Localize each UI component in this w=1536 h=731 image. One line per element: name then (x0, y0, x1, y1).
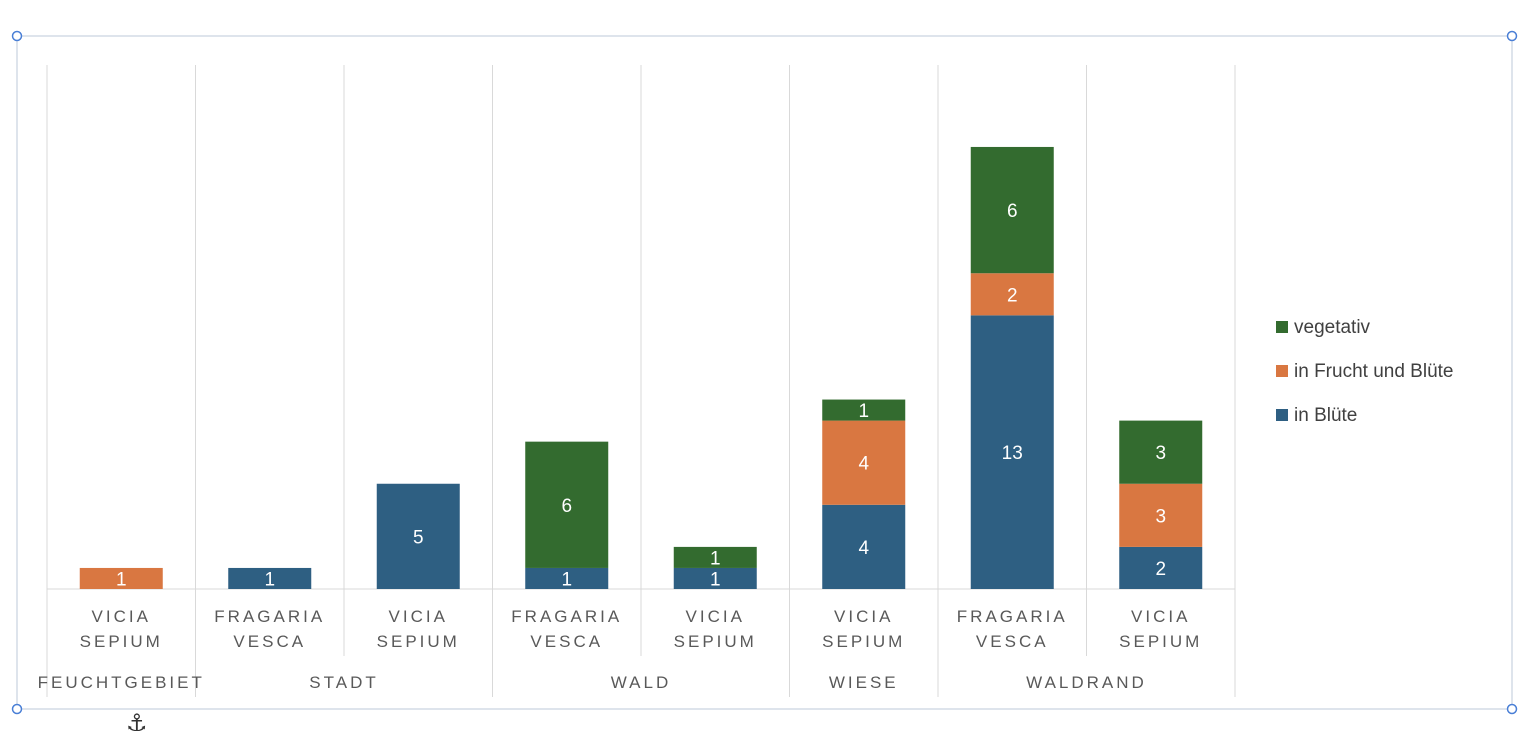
category-label: VICIA (92, 607, 151, 626)
data-label: 1 (710, 569, 721, 590)
data-label: 2 (1155, 559, 1166, 580)
bar-segment[interactable] (970, 315, 1054, 589)
data-label: 1 (264, 569, 275, 590)
category-label: VESCA (233, 632, 306, 651)
category-label: SEPIUM (674, 632, 757, 651)
legend-entry[interactable]: vegetativ (1294, 317, 1371, 338)
category-label: SEPIUM (1119, 632, 1202, 651)
bar-segment[interactable] (822, 399, 906, 421)
bar-segment[interactable] (79, 567, 163, 589)
legend-swatch (1276, 321, 1288, 333)
group-label: WALD (611, 673, 672, 692)
legend-swatch (1276, 409, 1288, 421)
data-label: 2 (1007, 285, 1018, 306)
resize-handle-bottom-left[interactable] (11, 703, 23, 715)
bar-segment[interactable] (822, 504, 906, 589)
bar-segment[interactable] (1119, 420, 1203, 484)
category-label: VESCA (976, 632, 1049, 651)
category-label: SEPIUM (822, 632, 905, 651)
group-label: WALDRAND (1026, 673, 1147, 692)
resize-handle-top-right[interactable] (1506, 30, 1518, 42)
bar-segment[interactable] (1119, 546, 1203, 589)
axis-labels: VICIA SEPIUM FEUCHTGEBIET FRAGARIA VESCA VICI… (38, 607, 1202, 692)
legend[interactable]: vegetativ in Frucht und Blüte in Blüte (1276, 317, 1453, 426)
grid-lines (46, 65, 1236, 697)
category-label: VICIA (834, 607, 893, 626)
category-label: VICIA (1131, 607, 1190, 626)
legend-swatch (1276, 365, 1288, 377)
bar-segment[interactable] (525, 567, 609, 589)
group-label: WIESE (829, 673, 899, 692)
data-label: 5 (413, 527, 424, 548)
data-label: 1 (858, 401, 869, 422)
bar-segment[interactable] (525, 441, 609, 568)
data-label: 3 (1155, 443, 1166, 464)
category-label: VESCA (530, 632, 603, 651)
category-label: SEPIUM (377, 632, 460, 651)
resize-handle-top-left[interactable] (11, 30, 23, 42)
category-label: FRAGARIA (957, 607, 1068, 626)
bar-segment[interactable] (673, 546, 757, 568)
data-label: 1 (116, 569, 127, 590)
resize-handle-bottom-right[interactable] (1506, 703, 1518, 715)
anchor-icon: ⚓ (126, 710, 148, 731)
group-label: STADT (309, 673, 378, 692)
bar-segment[interactable] (970, 146, 1054, 274)
data-label: 1 (710, 548, 721, 569)
chart-selection-frame (16, 35, 1513, 710)
bar-segment[interactable] (822, 420, 906, 505)
category-label: FRAGARIA (511, 607, 622, 626)
group-label: FEUCHTGEBIET (38, 673, 205, 692)
data-label: 4 (858, 454, 869, 475)
data-label: 4 (858, 538, 869, 559)
category-label: FRAGARIA (214, 607, 325, 626)
legend-entry[interactable]: in Blüte (1294, 405, 1357, 426)
bar-segment[interactable] (228, 567, 312, 589)
bar-segment[interactable] (376, 483, 460, 589)
category-label: SEPIUM (80, 632, 163, 651)
bar-segment[interactable] (673, 567, 757, 589)
data-label: 3 (1155, 506, 1166, 527)
data-label: 6 (1007, 201, 1018, 222)
data-label: 13 (1002, 443, 1023, 464)
data-label: 6 (561, 496, 572, 517)
legend-entry[interactable]: in Frucht und Blüte (1294, 361, 1453, 382)
category-label: VICIA (389, 607, 448, 626)
category-label: VICIA (686, 607, 745, 626)
data-label: 1 (561, 569, 572, 590)
bar-segment[interactable] (970, 273, 1054, 316)
bar-segment[interactable] (1119, 483, 1203, 547)
